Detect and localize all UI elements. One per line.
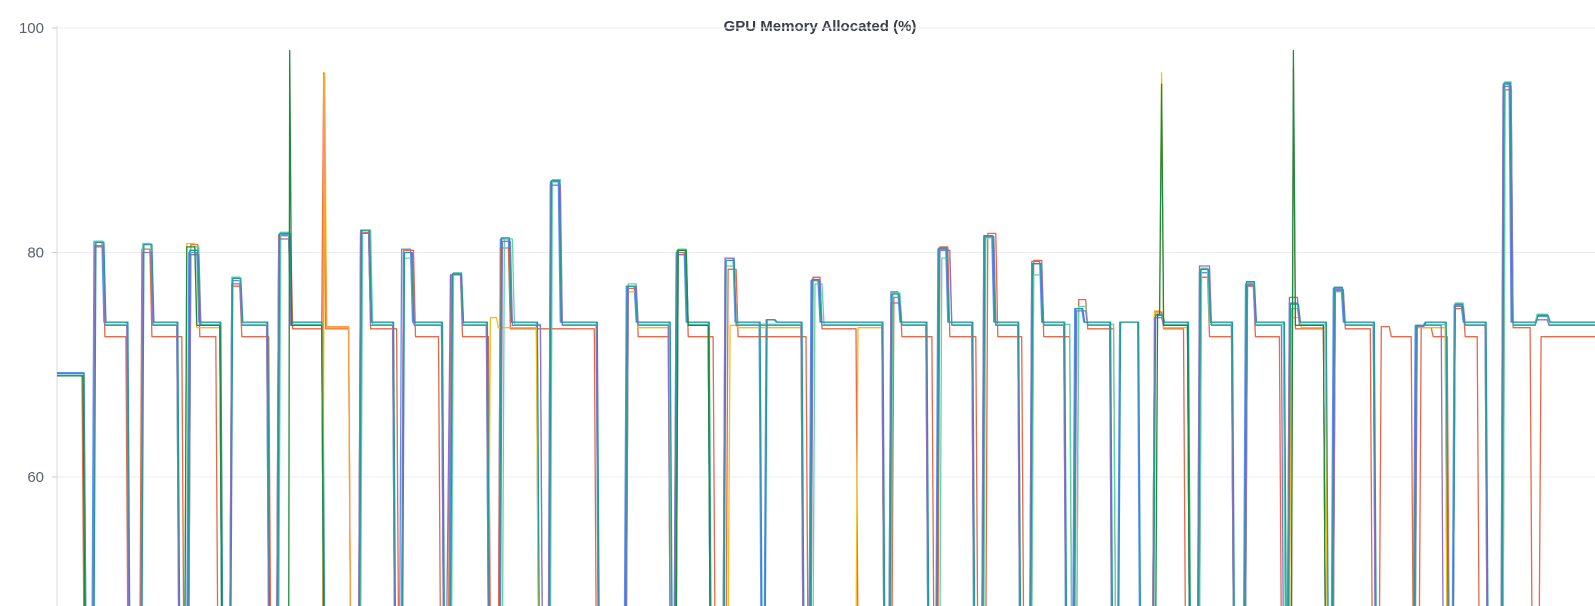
series-line-run-3 [57, 81, 1595, 606]
series-lines [57, 49, 1595, 606]
series-line-run-6 [57, 82, 1595, 606]
series-line-run-7 [57, 74, 352, 606]
gridlines [57, 27, 1595, 478]
series-line-run-2 [57, 66, 1595, 606]
series-line-run-4 [57, 72, 1448, 606]
y-tick-label-100: 100 [19, 20, 44, 37]
y-tick-label-80: 80 [27, 245, 44, 262]
chart-title: GPU Memory Allocated (%) [723, 18, 917, 35]
series-line-run-8 [57, 49, 1326, 606]
series-line-run-1 [57, 83, 1595, 606]
series-line-run-5 [57, 85, 1595, 606]
y-tick-label-60: 60 [27, 469, 44, 486]
y-axis: 60 80 100 [19, 20, 58, 606]
